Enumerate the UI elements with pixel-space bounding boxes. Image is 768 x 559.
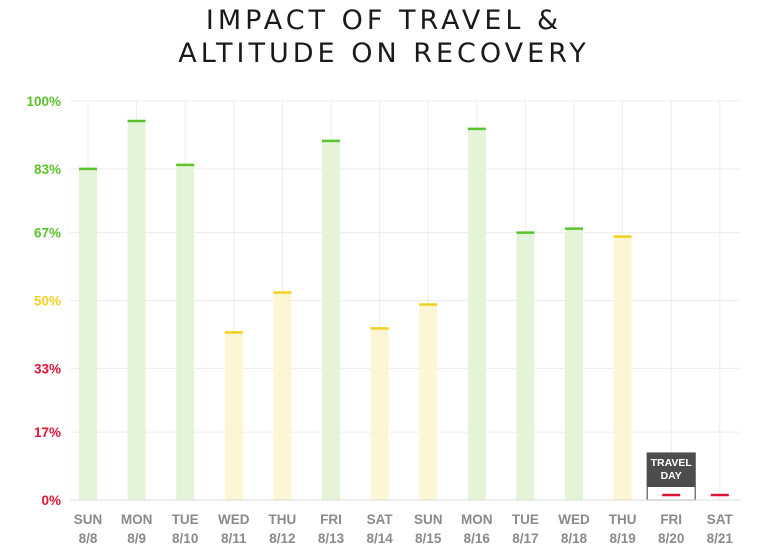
y-tick-label: 33% [34, 361, 61, 376]
x-tick-date: 8/12 [269, 531, 295, 546]
x-tick-day: FRI [320, 512, 342, 527]
bar [176, 164, 195, 500]
bar [565, 228, 583, 500]
y-tick-label: 50% [34, 294, 61, 309]
bar [516, 232, 535, 501]
x-tick-date: 8/21 [707, 531, 734, 546]
x-tick-day: TUE [172, 512, 199, 527]
bar [79, 168, 97, 500]
x-tick-date: 8/13 [318, 531, 345, 546]
x-tick-date: 8/18 [561, 531, 588, 546]
travel-day-badge [647, 453, 696, 487]
x-tick-date: 8/14 [366, 531, 393, 546]
bar [467, 128, 486, 500]
bar [224, 332, 243, 500]
x-tick-date: 8/20 [658, 531, 684, 546]
bar [370, 328, 389, 500]
x-tick-date: 8/16 [464, 531, 491, 546]
x-tick-day: WED [218, 512, 250, 527]
y-tick-label: 17% [34, 425, 61, 440]
x-tick-day: SAT [367, 512, 394, 527]
chart-title-line-1: IMPACT OF TRAVEL & [205, 5, 563, 36]
travel-day-label: TRAVEL [651, 457, 693, 469]
x-tick-date: 8/9 [127, 531, 146, 546]
y-tick-label: 67% [34, 226, 61, 241]
x-tick-day: SUN [414, 512, 443, 527]
chart-title: IMPACT OF TRAVEL & ALTITUDE ON RECOVERY [0, 4, 768, 70]
x-tick-day: SUN [74, 512, 103, 527]
x-tick-day: TUE [512, 512, 539, 527]
x-tick-date: 8/10 [172, 531, 198, 546]
x-tick-day: MON [461, 512, 493, 527]
x-tick-date: 8/17 [512, 531, 538, 546]
x-tick-day: THU [269, 512, 297, 527]
x-tick-day: WED [558, 512, 590, 527]
y-tick-label: 0% [41, 493, 61, 508]
bar [273, 292, 292, 500]
x-tick-date: 8/8 [79, 531, 98, 546]
x-tick-day: THU [609, 512, 637, 527]
x-tick-day: MON [121, 512, 153, 527]
y-tick-label: 100% [26, 94, 61, 109]
x-tick-date: 8/11 [221, 531, 247, 546]
y-tick-label: 83% [34, 162, 61, 177]
x-tick-date: 8/15 [415, 531, 442, 546]
bar [419, 304, 438, 500]
x-tick-day: SAT [707, 512, 734, 527]
bar [127, 120, 146, 500]
x-tick-date: 8/19 [609, 531, 635, 546]
x-tick-day: FRI [660, 512, 682, 527]
bar [613, 236, 632, 500]
chart-title-line-2: ALTITUDE ON RECOVERY [178, 38, 590, 69]
travel-day-label: DAY [661, 470, 682, 482]
bar [322, 140, 340, 500]
